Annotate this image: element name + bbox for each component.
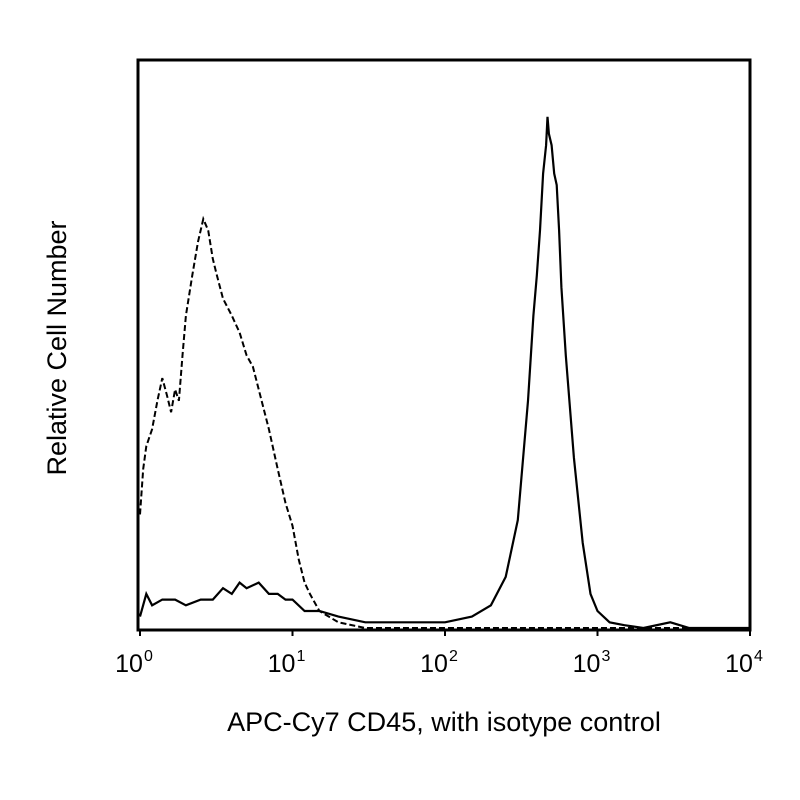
x-tick-label-exponent: 3 (601, 648, 610, 665)
x-tick-label: 100 (115, 648, 153, 678)
cd45-histogram (138, 116, 750, 630)
x-tick-label-base: 10 (115, 650, 143, 678)
x-tick-label-exponent: 1 (296, 648, 305, 665)
x-tick-label: 103 (573, 648, 611, 678)
x-tick-label-base: 10 (268, 650, 296, 678)
y-axis-title: Relative Cell Number (42, 220, 72, 475)
series-layer (138, 116, 750, 630)
isotype-control-histogram (139, 215, 750, 629)
plot-frame (136, 58, 752, 632)
x-tick-label-base: 10 (573, 650, 601, 678)
x-tick-label: 102 (420, 648, 458, 678)
x-tick-label: 101 (268, 648, 306, 678)
x-tick-label-base: 10 (725, 650, 753, 678)
x-axis-title: APC-Cy7 CD45, with isotype control (227, 707, 661, 737)
x-axis-ticks: 100 101 102 103 104 (115, 630, 763, 678)
x-tick-label-exponent: 2 (449, 648, 458, 665)
x-tick-label-exponent: 0 (144, 648, 153, 665)
x-tick-label-exponent: 4 (754, 648, 763, 665)
x-tick-label: 104 (725, 648, 763, 678)
x-tick-label-base: 10 (420, 650, 448, 678)
